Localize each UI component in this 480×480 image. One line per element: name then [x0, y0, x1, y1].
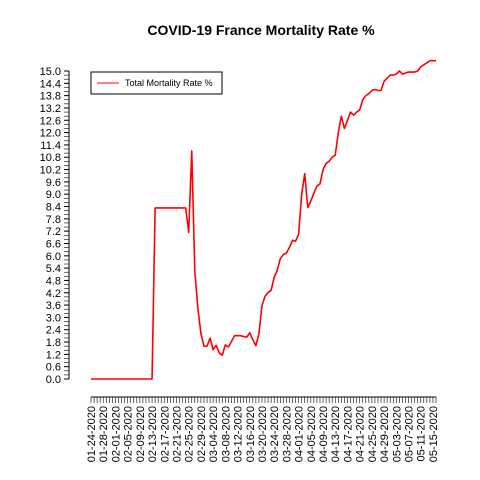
x-tick-label: 03-04-2020: [208, 406, 220, 462]
y-tick-label: 13.8: [40, 91, 61, 103]
x-tick-label: 02-25-2020: [184, 406, 196, 462]
x-tick-label: 02-17-2020: [159, 406, 171, 462]
x-tick-label: 02-13-2020: [147, 406, 159, 462]
x-tick-label: 01-24-2020: [86, 406, 98, 462]
x-tick-label: 03-20-2020: [257, 406, 269, 462]
y-tick-label: 1.8: [46, 337, 61, 349]
y-tick-label: 1.2: [46, 349, 61, 361]
x-tick-label: 02-05-2020: [123, 406, 135, 462]
y-tick-label: 13.2: [40, 103, 61, 115]
x-tick-label: 03-24-2020: [269, 406, 281, 462]
x-axis: 01-24-2020 01-28-2020 02-01-2020 02-05-2020…: [86, 397, 440, 462]
y-tick-label: 3.0: [46, 312, 61, 324]
series-line-total-mortality-rate: [91, 61, 436, 379]
y-tick-label: 15.0: [40, 66, 61, 78]
x-tick-label: 04-25-2020: [367, 406, 379, 462]
y-tick-label: 7.2: [46, 226, 61, 238]
y-tick-label: 11.4: [40, 140, 61, 152]
x-tick-label: 02-29-2020: [196, 406, 208, 462]
series-layer: [91, 61, 436, 379]
x-tick-label: 04-05-2020: [306, 406, 318, 462]
x-tick-label: 03-08-2020: [220, 406, 232, 462]
x-tick-label: 03-12-2020: [233, 406, 245, 462]
y-tick-label: 2.4: [46, 325, 61, 337]
y-tick-label: 8.4: [46, 202, 61, 214]
x-tick-label: 04-09-2020: [318, 406, 330, 462]
legend: Total Mortality Rate %: [91, 72, 222, 94]
y-tick-label: 12.6: [40, 115, 61, 127]
x-tick-label: 05-07-2020: [404, 406, 416, 462]
y-tick-label: 0.6: [46, 362, 61, 374]
x-tick-label: 04-13-2020: [330, 406, 342, 462]
y-axis: 0.00.61.21.82.43.03.64.24.85.46.06.67.27…: [40, 66, 69, 386]
y-tick-label: 10.2: [40, 165, 61, 177]
y-tick-label: 6.0: [46, 251, 61, 263]
x-tick-label: 05-11-2020: [416, 406, 428, 461]
y-tick-label: 9.0: [46, 189, 61, 201]
y-tick-label: 12.0: [40, 128, 61, 140]
y-tick-label: 3.6: [46, 300, 61, 312]
y-tick-label: 4.2: [46, 288, 61, 300]
x-tick-label: 04-21-2020: [355, 406, 367, 462]
y-tick-label: 6.6: [46, 238, 61, 250]
x-tick-label: 04-29-2020: [379, 406, 391, 462]
y-tick-label: 5.4: [46, 263, 61, 275]
x-tick-label: 03-16-2020: [245, 406, 257, 462]
y-tick-label: 4.8: [46, 275, 61, 287]
x-tick-label: 02-09-2020: [135, 406, 147, 462]
x-tick-label: 05-03-2020: [391, 406, 403, 462]
chart-title: COVID-19 France Mortality Rate %: [147, 22, 375, 38]
x-tick-label: 03-28-2020: [281, 406, 293, 462]
x-tick-label: 04-17-2020: [342, 406, 354, 462]
y-tick-label: 14.4: [40, 78, 61, 90]
y-tick-label: 10.8: [40, 152, 61, 164]
x-tick-label: 02-21-2020: [171, 406, 183, 462]
y-tick-label: 7.8: [46, 214, 61, 226]
x-tick-label: 01-28-2020: [98, 406, 110, 462]
x-tick-label: 05-15-2020: [428, 406, 440, 462]
x-tick-label: 04-01-2020: [294, 406, 306, 462]
y-tick-label: 0.0: [46, 374, 61, 386]
y-tick-label: 9.6: [46, 177, 61, 189]
x-tick-label: 02-01-2020: [110, 406, 122, 462]
legend-label-total-mortality: Total Mortality Rate %: [125, 78, 213, 88]
